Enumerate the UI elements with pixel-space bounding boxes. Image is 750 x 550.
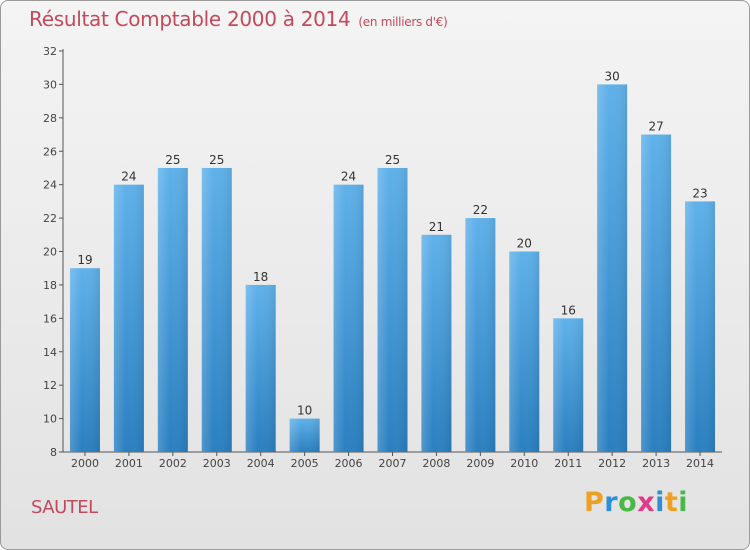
x-tick-label: 2011 xyxy=(554,457,582,470)
chart-title-unit: (en milliers d'€) xyxy=(358,15,448,29)
y-tick-label: 20 xyxy=(43,246,57,259)
bar-value-label: 30 xyxy=(605,69,620,83)
bar-shading xyxy=(157,167,188,453)
x-tick-label: 2004 xyxy=(247,457,275,470)
bar-shading xyxy=(597,84,628,453)
bar-shading xyxy=(553,318,584,452)
commune-name: SAUTEL xyxy=(31,497,98,518)
bar-shading xyxy=(289,418,320,452)
bar-shading xyxy=(377,167,408,453)
y-tick-label: 12 xyxy=(43,379,57,392)
bar-value-label: 19 xyxy=(77,253,92,267)
bar-value-label: 10 xyxy=(297,404,312,418)
bar-shading xyxy=(641,134,672,452)
bar-value-label: 23 xyxy=(692,186,707,200)
proxiti-logo: Proxiti xyxy=(584,487,688,518)
bar-value-label: 16 xyxy=(561,303,576,317)
bar-value-label: 22 xyxy=(473,203,488,217)
y-tick-label: 28 xyxy=(43,112,57,125)
logo-letter: t xyxy=(664,487,679,518)
bar-shading xyxy=(69,268,100,452)
bar-value-label: 20 xyxy=(517,237,532,251)
chart-bars xyxy=(69,84,716,453)
chart-value-labels: 19 24 25 25 18 10 24 25 21 22 20 16 30 27 23 xyxy=(77,69,707,417)
x-tick-label: 2003 xyxy=(203,457,231,470)
logo-letter: i xyxy=(655,487,665,518)
x-tick-label: 2005 xyxy=(291,457,319,470)
bar-shading xyxy=(685,201,716,452)
bar-value-label: 27 xyxy=(648,120,663,134)
bar-shading xyxy=(421,234,452,452)
x-tick-label: 2008 xyxy=(422,457,450,470)
logo-letter: x xyxy=(637,487,656,518)
x-tick-label: 2001 xyxy=(115,457,143,470)
x-tick-label: 2010 xyxy=(510,457,538,470)
x-tick-label: 2000 xyxy=(71,457,99,470)
bar-shading xyxy=(245,284,276,452)
y-tick-label: 14 xyxy=(43,346,57,359)
y-tick-label: 18 xyxy=(43,279,57,292)
y-tick-label: 8 xyxy=(50,446,57,459)
logo-letter: r xyxy=(604,487,619,518)
y-tick-label: 22 xyxy=(43,212,57,225)
logo-letter: P xyxy=(584,487,605,518)
y-tick-label: 16 xyxy=(43,312,57,325)
bar-shading xyxy=(465,218,496,452)
bar-shading xyxy=(333,184,364,452)
x-tick-label: 2014 xyxy=(686,457,714,470)
bar-shading xyxy=(509,251,540,452)
bar-value-label: 24 xyxy=(341,170,356,184)
y-axis-ticks: 8 10 12 14 16 18 20 22 24 26 28 30 32 xyxy=(43,45,63,459)
x-tick-label: 2012 xyxy=(598,457,626,470)
x-tick-label: 2013 xyxy=(642,457,670,470)
x-tick-label: 2006 xyxy=(335,457,363,470)
x-axis-ticks: 2000 2001 2002 2003 2004 2005 2006 2007 2008 2009… xyxy=(71,452,714,470)
logo-letter: o xyxy=(618,487,638,518)
bar-value-label: 18 xyxy=(253,270,268,284)
y-tick-label: 32 xyxy=(43,45,57,58)
chart-title: Résultat Comptable 2000 à 2014 (en millie… xyxy=(29,7,448,31)
x-tick-label: 2007 xyxy=(379,457,407,470)
bar-shading xyxy=(201,167,232,453)
y-tick-label: 30 xyxy=(43,78,57,91)
y-tick-label: 10 xyxy=(43,413,57,426)
chart-title-text: Résultat Comptable 2000 à 2014 xyxy=(29,7,351,31)
bar-value-label: 25 xyxy=(209,153,224,167)
y-tick-label: 26 xyxy=(43,145,57,158)
bar-value-label: 25 xyxy=(385,153,400,167)
x-tick-label: 2002 xyxy=(159,457,187,470)
bar-value-label: 25 xyxy=(165,153,180,167)
bar-shading xyxy=(113,184,144,452)
bar-value-label: 24 xyxy=(121,170,136,184)
logo-letter: i xyxy=(678,487,689,518)
bar-value-label: 21 xyxy=(429,220,444,234)
x-tick-label: 2009 xyxy=(466,457,494,470)
y-tick-label: 24 xyxy=(43,179,57,192)
